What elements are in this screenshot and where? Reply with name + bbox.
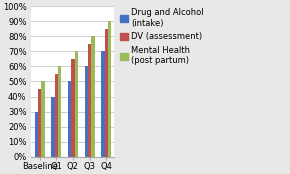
Bar xyxy=(101,51,104,157)
Bar xyxy=(58,66,61,157)
Bar xyxy=(55,74,58,157)
Bar xyxy=(51,97,55,157)
Bar xyxy=(68,81,71,157)
Bar xyxy=(35,112,38,157)
Bar xyxy=(38,89,41,157)
Bar xyxy=(108,21,111,157)
Bar xyxy=(41,81,45,157)
Bar xyxy=(85,66,88,157)
Bar xyxy=(104,29,108,157)
Bar xyxy=(71,59,75,157)
Bar xyxy=(91,36,95,157)
Bar xyxy=(88,44,91,157)
Legend: Drug and Alcohol
(intake), DV (assessment), Mental Health
(post partum): Drug and Alcohol (intake), DV (assessmen… xyxy=(119,7,205,66)
Bar xyxy=(75,51,78,157)
